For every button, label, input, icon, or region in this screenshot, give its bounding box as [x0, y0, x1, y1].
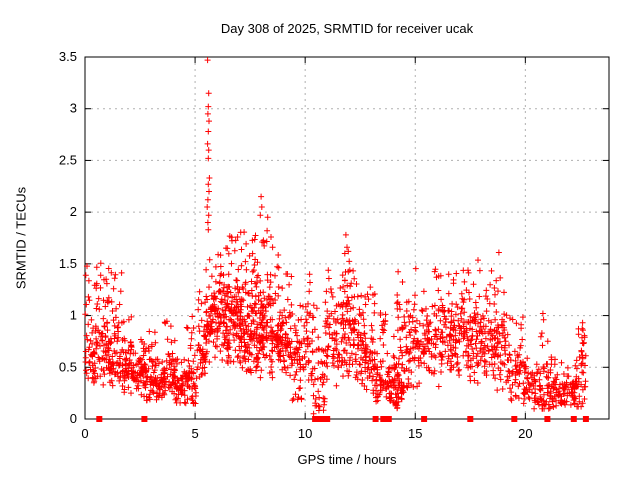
- x-tick-label: 5: [191, 426, 198, 441]
- tick-labels: 0 5 10 15 20 0 0.5 1 1.5 2 2.5 3 3.5: [59, 49, 533, 441]
- zero-flag-series: [96, 416, 589, 422]
- x-tick-label: 20: [518, 426, 532, 441]
- y-tick-label: 1.5: [59, 256, 77, 271]
- x-tick-label: 0: [81, 426, 88, 441]
- x-tick-label: 10: [298, 426, 312, 441]
- y-axis-title: SRMTID / TECUs: [13, 186, 29, 290]
- srmtid-points-series: [82, 57, 589, 417]
- y-tick-label: 3.5: [59, 49, 77, 64]
- x-tick-label: 15: [408, 426, 422, 441]
- plot-border: [84, 56, 610, 420]
- y-tick-label: 2.5: [59, 152, 77, 167]
- y-tick-label: 2: [70, 204, 77, 219]
- y-tick-label: 0.5: [59, 359, 77, 374]
- x-axis-title: GPS time / hours: [297, 452, 397, 467]
- y-tick-label: 1: [70, 308, 77, 323]
- y-tick-label: 0: [70, 411, 77, 426]
- y-tick-label: 3: [70, 101, 77, 116]
- chart-title: Day 308 of 2025, SRMTID for receiver uca…: [220, 21, 474, 36]
